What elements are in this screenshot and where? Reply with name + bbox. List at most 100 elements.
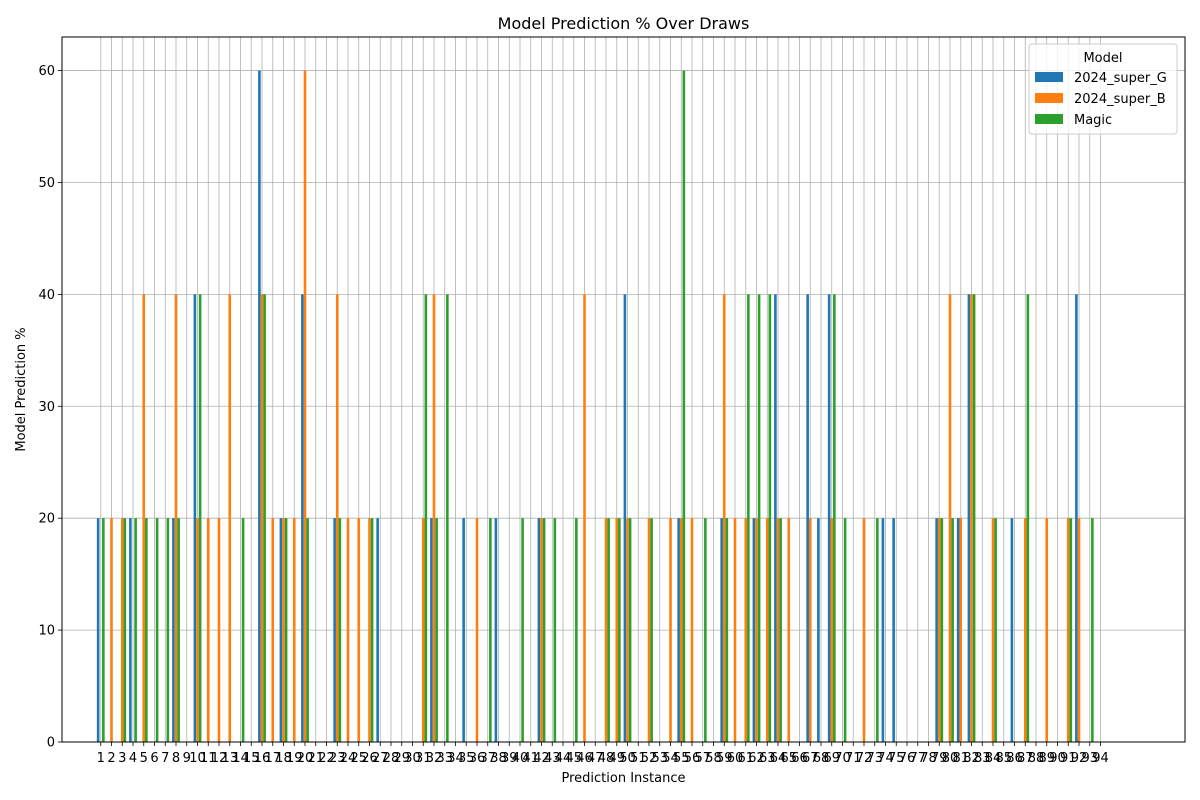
x-tick-label: 60 xyxy=(727,751,744,766)
bar-2024_super_G-64 xyxy=(774,294,777,742)
bar-2024_super_B-52 xyxy=(647,518,651,742)
x-tick-label: 72 xyxy=(856,751,873,766)
bar-2024_super_B-24 xyxy=(346,518,350,742)
bar-2024_super_G-59 xyxy=(720,518,723,742)
x-tick-label: 48 xyxy=(598,751,615,766)
x-tick-label: 80 xyxy=(942,751,959,766)
x-tick-label: 73 xyxy=(866,751,883,766)
bar-2024_super_B-46 xyxy=(583,294,586,742)
x-tick-label: 83 xyxy=(974,751,991,766)
x-tick-label: 46 xyxy=(576,751,593,766)
bar-2024_super_G-67 xyxy=(806,294,809,742)
bar-2024_super_G-35 xyxy=(462,518,465,742)
x-tick-label: 12 xyxy=(211,751,228,766)
x-tick-label: 91 xyxy=(1060,751,1077,766)
bar-Magic-23 xyxy=(338,518,342,742)
bar-2024_super_G-68 xyxy=(817,518,820,742)
bar-2024_super_B-11 xyxy=(206,518,210,742)
bar-2024_super_B-32 xyxy=(432,294,436,742)
x-tick-label: 61 xyxy=(737,751,754,766)
bar-2024_super_G-74 xyxy=(881,518,885,742)
x-tick-label: 11 xyxy=(200,751,217,766)
x-tick-label: 5 xyxy=(140,751,148,766)
bar-Magic-14 xyxy=(241,518,245,742)
bar-2024_super_B-16 xyxy=(260,294,264,742)
bar-Magic-32 xyxy=(435,518,438,742)
bar-Magic-69 xyxy=(833,294,836,742)
x-tick-label: 47 xyxy=(587,751,604,766)
x-tick-label: 26 xyxy=(361,751,378,766)
x-tick-label: 94 xyxy=(1092,751,1109,766)
x-tick-label: 53 xyxy=(651,751,668,766)
bar-Magic-26 xyxy=(370,518,374,742)
legend-title: Model xyxy=(1083,51,1122,66)
x-tick-label: 52 xyxy=(641,751,658,766)
x-tick-label: 45 xyxy=(565,751,582,766)
x-tick-label: 93 xyxy=(1081,751,1098,766)
y-ticks: 0 10 20 30 40 50 60 xyxy=(38,64,62,751)
bar-2024_super_G-18 xyxy=(279,518,283,742)
bar-2024_super_B-65 xyxy=(787,518,791,742)
legend-swatch-2024_super_B xyxy=(1035,93,1063,103)
x-tick-label: 63 xyxy=(759,751,776,766)
bar-2024_super_B-25 xyxy=(357,518,361,742)
x-tick-label: 65 xyxy=(780,751,797,766)
bar-2024_super_B-69 xyxy=(830,518,834,742)
x-tick-label: 55 xyxy=(673,751,690,766)
x-tick-label: 9 xyxy=(183,751,191,766)
x-tick-label: 20 xyxy=(297,751,314,766)
bar-2024_super_B-19 xyxy=(292,518,296,742)
x-tick-label: 18 xyxy=(275,751,292,766)
bar-2024_super_G-38 xyxy=(494,518,498,742)
x-tick-label: 36 xyxy=(469,751,486,766)
legend: Model 2024_super_G 2024_super_B Magic xyxy=(1028,43,1178,135)
bar-Magic-73 xyxy=(876,518,879,742)
x-tick-label: 89 xyxy=(1038,751,1055,766)
x-tick-label: 7 xyxy=(161,751,169,766)
bar-2024_super_B-87 xyxy=(1023,518,1027,742)
bar-Magic-40 xyxy=(521,518,524,742)
x-tick-label: 79 xyxy=(931,751,948,766)
x-tick-label: 71 xyxy=(845,751,862,766)
bar-2024_super_B-31 xyxy=(421,518,425,742)
x-tick-label: 33 xyxy=(436,751,453,766)
legend-items: 2024_super_G 2024_super_B Magic xyxy=(1035,71,1167,128)
x-tick-label: 42 xyxy=(533,751,550,766)
bar-2024_super_B-8 xyxy=(174,294,178,742)
x-tick-label: 14 xyxy=(232,751,249,766)
bars xyxy=(96,70,1094,742)
x-tick-label: 82 xyxy=(963,751,980,766)
bar-Magic-5 xyxy=(145,518,148,742)
bar-2024_super_G-42 xyxy=(537,518,541,742)
x-tick-label: 67 xyxy=(802,751,819,766)
x-tick-label: 29 xyxy=(393,751,410,766)
chart-title: Model Prediction % Over Draws xyxy=(498,14,750,33)
bar-2024_super_B-13 xyxy=(228,294,232,742)
bar-2024_super_B-64 xyxy=(776,518,780,742)
bar-Magic-4 xyxy=(134,518,137,742)
x-tick-label: 17 xyxy=(264,751,281,766)
x-tick-label: 84 xyxy=(985,751,1002,766)
bar-2024_super_G-23 xyxy=(333,518,336,742)
x-tick-label: 19 xyxy=(286,751,303,766)
bar-Magic-70 xyxy=(843,518,847,742)
x-tick-label: 70 xyxy=(834,751,851,766)
bar-2024_super_G-62 xyxy=(752,518,756,742)
x-tick-label: 69 xyxy=(823,751,840,766)
bar-Magic-33 xyxy=(446,294,449,742)
bar-2024_super_B-84 xyxy=(991,518,995,742)
bar-2024_super_G-10 xyxy=(193,294,197,742)
x-tick-label: 81 xyxy=(952,751,969,766)
bar-Magic-63 xyxy=(768,294,772,742)
bar-2024_super_G-32 xyxy=(430,518,433,742)
bar-Magic-43 xyxy=(553,518,557,742)
x-tick-label: 54 xyxy=(662,751,679,766)
bar-Magic-7 xyxy=(166,518,170,742)
bar-2024_super_G-86 xyxy=(1010,518,1014,742)
legend-label-2024_super_G: 2024_super_G xyxy=(1074,71,1167,86)
bar-Magic-52 xyxy=(650,518,653,742)
bar-Magic-31 xyxy=(424,294,428,742)
x-tick-label: 39 xyxy=(501,751,518,766)
x-tick-label: 56 xyxy=(684,751,701,766)
